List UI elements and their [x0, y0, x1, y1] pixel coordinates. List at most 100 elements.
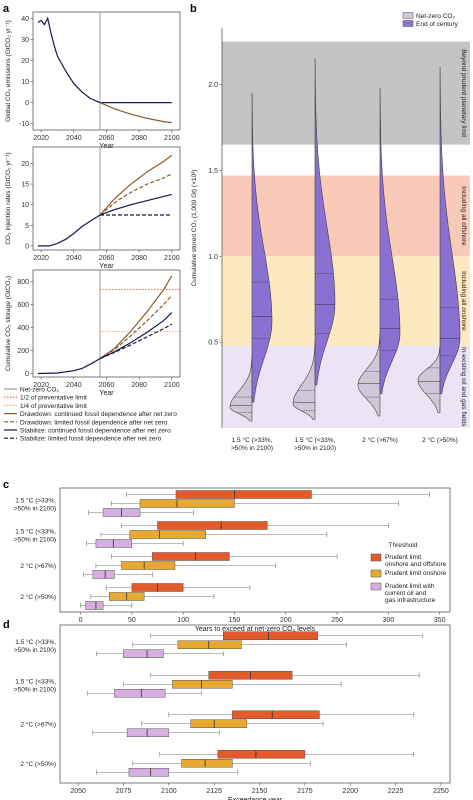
x-axis-label: Year: [99, 143, 114, 150]
legend-label: Prudent limit: [385, 554, 421, 561]
series-line: [99, 154, 173, 216]
x-tick-label: 2060: [99, 382, 115, 389]
box: [181, 759, 233, 768]
y-tick-label: 20: [21, 161, 29, 168]
x-tick-label: 2040: [66, 382, 82, 389]
y-tick-label: 0: [25, 371, 29, 378]
x-tick-label: 300: [383, 617, 395, 624]
legend-label: End of century: [416, 21, 459, 28]
box: [123, 649, 164, 658]
box: [121, 561, 176, 570]
category-label: 1.5 °C (>33%,: [15, 497, 56, 505]
box: [223, 631, 318, 640]
x-tick-label: 2080: [131, 255, 147, 262]
panel-letter-b: b: [190, 3, 197, 15]
violin-net-zero: [357, 333, 381, 417]
x-tick-label: 2175: [297, 788, 313, 795]
panel-a-injection-chart: 2020 2040 2060 2080 2100 0 5 10 15 20 Year CO₂ inje…: [5, 146, 181, 270]
legend-label: Drawdown: continued fossil dependence af…: [20, 411, 177, 418]
violin-end-of-century: [439, 66, 461, 395]
series-line: [37, 214, 101, 247]
x-tick-label: 2080: [131, 135, 147, 142]
violin-end-of-century: [379, 87, 401, 395]
legend-label: 1/4 of preventative limit: [20, 403, 87, 410]
series-line: [99, 193, 172, 216]
category-label: >50% in 2100): [14, 686, 56, 693]
box: [152, 552, 230, 561]
category-label: >50% in 2100): [14, 647, 56, 654]
a3-frame: [32, 269, 181, 378]
x-tick-label: 50: [128, 617, 136, 624]
y-tick-label: 0.5: [208, 340, 218, 347]
series-line: [37, 16, 172, 104]
y-axis-label: CO₂ injection rates (GtCO₂ yr⁻¹): [5, 152, 12, 244]
legend-swatch: [402, 12, 414, 19]
series-line: [99, 275, 173, 360]
category-label: >50% in 2100): [14, 506, 56, 513]
legend-label: onshore and offshore: [385, 561, 447, 568]
violin-net-zero: [417, 345, 441, 413]
category-label: 2 °C (>67%): [362, 436, 398, 444]
x-tick-label: 2150: [252, 788, 268, 795]
box: [114, 689, 166, 698]
legend-label: Prudent limit with: [385, 583, 435, 590]
box: [157, 521, 268, 530]
box: [128, 768, 170, 777]
category-label: >50% in 2100): [294, 445, 336, 452]
panel-letter-a: a: [3, 3, 10, 15]
category-label: 2 °C (>50%): [20, 760, 56, 768]
x-axis-label: Exceedance year: [228, 797, 283, 800]
x-tick-label: 200: [280, 617, 292, 624]
y-tick-label: 40: [21, 16, 29, 23]
category-label: 1.5 °C (>33%,: [232, 436, 273, 444]
d-frame: [59, 624, 451, 784]
category-label: >50% in 2100): [14, 537, 56, 544]
x-axis-label: Years to exceed at net-zero CO₂ levels: [195, 626, 316, 633]
y-tick-label: 800: [17, 279, 29, 286]
legend-label: Net-zero CO₂: [416, 13, 455, 20]
panel-b-violin-chart: Beyond prudent planetary limit Including …: [191, 12, 470, 452]
panel-a-emissions-chart: 2020 2040 2060 2080 2100 -10 0 10 20 30 40 Year Glob…: [5, 11, 181, 150]
violin-net-zero: [229, 355, 253, 422]
y-tick-label: 0: [25, 243, 29, 250]
y-tick-label: 600: [17, 302, 29, 309]
legend-label: Net-zero CO₂: [20, 387, 59, 394]
band: [222, 175, 470, 257]
x-tick-label: 2100: [161, 788, 177, 795]
y-axis-label: Cumulative stored CO₂ (1,000 Gt) (×10³): [191, 170, 198, 287]
a2-frame: [32, 146, 181, 251]
category-label: 2 °C (>67%): [20, 720, 56, 728]
c-frame: [59, 487, 451, 613]
x-tick-label: 2100: [164, 135, 180, 142]
panel-c-boxplot-chart: 0 50 100 150 200 250 300 350 Years to exceed at …: [14, 487, 451, 633]
box: [126, 728, 170, 737]
box: [85, 601, 104, 610]
x-tick-label: 2100: [164, 382, 180, 389]
box: [175, 490, 312, 499]
x-tick-label: 2225: [388, 788, 404, 795]
series-line: [99, 294, 173, 360]
legend-label: Stabilize: limited fossil dependence aft…: [20, 436, 162, 443]
band: [222, 41, 470, 145]
y-tick-label: 1.0: [208, 254, 218, 261]
x-tick-label: 2075: [116, 788, 132, 795]
x-tick-label: 2060: [99, 255, 115, 262]
box: [95, 539, 133, 548]
violin-end-of-century: [251, 92, 273, 403]
y-tick-label: 20: [21, 58, 29, 65]
box: [129, 530, 206, 539]
y-tick-label: 5: [25, 223, 29, 230]
category-label: 1.5 °C (<33%,: [295, 436, 336, 444]
panel-d-boxplot-chart: 2050 2075 2100 2125 2150 2175 2200 2225 2250 Exce…: [14, 624, 451, 800]
violin-end-of-century: [314, 58, 336, 386]
y-axis-label: Cumulative CO₂ storage (GtCO₂): [5, 276, 12, 371]
x-tick-label: 2020: [33, 135, 49, 142]
series-line: [37, 358, 101, 375]
panel-letter-d: d: [3, 619, 10, 631]
y-tick-label: 0: [25, 100, 29, 107]
y-tick-label: 2.0: [208, 82, 218, 89]
legend-label: gas infrastructure: [385, 597, 436, 604]
y-tick-label: 400: [17, 325, 29, 332]
